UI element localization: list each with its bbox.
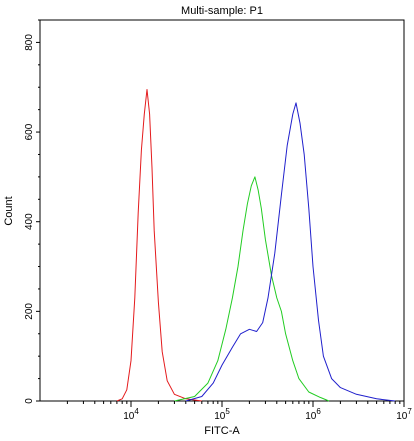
series-layer — [116, 89, 396, 402]
y-axis: 0 200 400 600 800 — [24, 19, 40, 404]
x-tick-label: 104 — [123, 407, 139, 422]
y-axis-title: Count — [3, 196, 15, 225]
x-tick-label: 106 — [305, 407, 321, 422]
y-tick-label: 800 — [24, 34, 35, 51]
y-tick-label: 600 — [24, 123, 35, 140]
x-axis-title: FITC-A — [204, 425, 240, 437]
x-tick-label: 107 — [396, 407, 412, 422]
y-tick-label: 400 — [24, 213, 35, 230]
x-axis: 104 105 106 107 — [66, 401, 412, 422]
y-tick-label: 200 — [24, 303, 35, 320]
series-line-3 — [185, 102, 396, 402]
x-tick-label: 105 — [214, 407, 230, 422]
chart-title: Multi-sample: P1 — [181, 5, 263, 17]
series-line-1 — [116, 89, 202, 402]
y-tick-label: 0 — [24, 398, 35, 404]
series-line-2 — [174, 176, 330, 402]
